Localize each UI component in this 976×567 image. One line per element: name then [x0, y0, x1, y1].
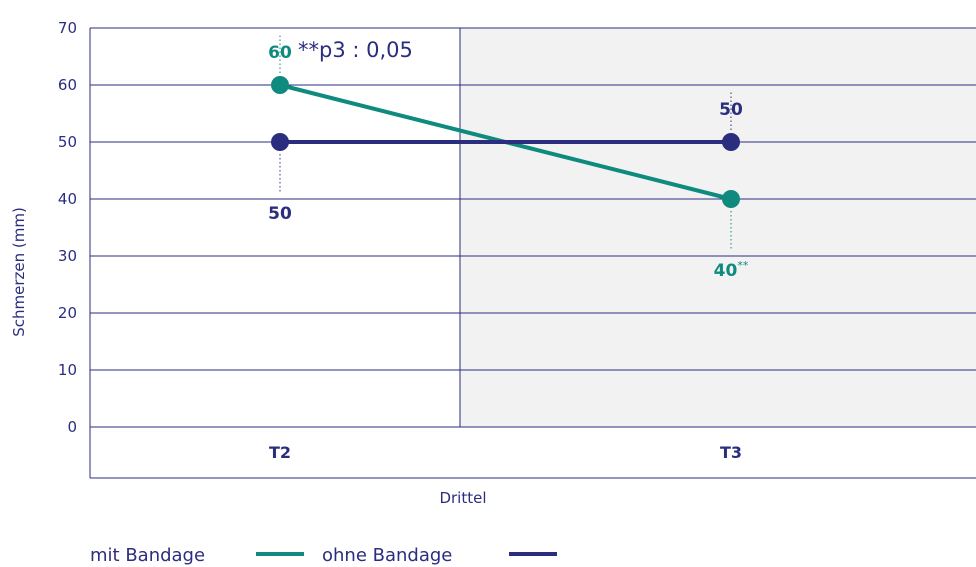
y-tick-label-30: 30	[58, 247, 77, 265]
data-label-1-0: 50	[268, 204, 292, 224]
data-point-1-0	[271, 133, 289, 151]
x-tick-label-t3: T3	[720, 443, 742, 462]
legend-label-mit-bandage: mit Bandage	[90, 545, 205, 566]
data-point-0-0	[271, 76, 289, 94]
y-tick-label-60: 60	[58, 76, 77, 94]
x-tick-label-t2: T2	[269, 443, 291, 462]
y-tick-labels: 0 10 20 30 40 50 60 70	[58, 19, 77, 436]
data-label-0-0: 60	[268, 43, 292, 63]
y-tick-label-0: 0	[67, 418, 77, 436]
data-labels: 60 40** 50 50	[268, 43, 749, 281]
data-label-0-1: 40**	[714, 259, 749, 281]
y-tick-label-50: 50	[58, 133, 77, 151]
series-layer	[271, 76, 740, 208]
plot-frame	[89, 28, 976, 479]
y-tick-label-20: 20	[58, 304, 77, 322]
y-tick-label-40: 40	[58, 190, 77, 208]
data-label-1-1: 50	[719, 100, 743, 120]
x-axis-title: Drittel	[439, 489, 486, 507]
y-axis-title: Schmerzen (mm)	[10, 207, 28, 337]
x-tick-labels: T2 T3	[269, 443, 742, 462]
label-leaders	[279, 33, 732, 251]
data-point-0-1	[722, 190, 740, 208]
legend-label-ohne-bandage: ohne Bandage	[322, 545, 452, 566]
y-tick-label-10: 10	[58, 361, 77, 379]
legend: mit Bandage ohne Bandage	[90, 545, 557, 566]
shaded-panel	[460, 28, 976, 427]
y-tick-label-70: 70	[58, 19, 77, 37]
significance-annotation: **p3 : 0,05	[298, 38, 413, 62]
data-point-1-1	[722, 133, 740, 151]
